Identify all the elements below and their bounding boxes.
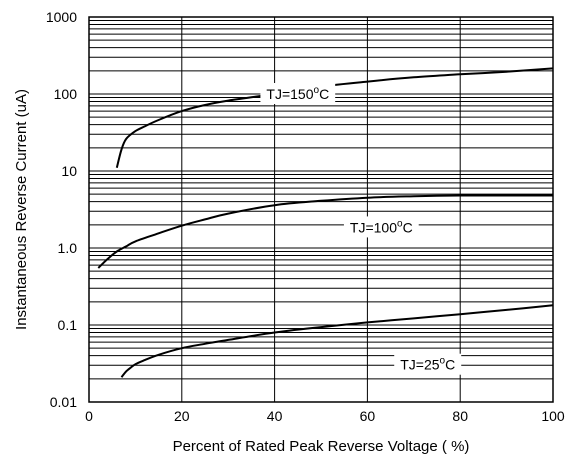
y-axis-label: Instantaneous Reverse Current (uA) — [13, 89, 30, 330]
x-tick-label: 100 — [541, 408, 565, 424]
series-labels: TJ=150oC TJ=100oC TJ=25oC — [260, 83, 462, 375]
y-tick-label: 1.0 — [58, 240, 78, 256]
series-label-background — [343, 216, 419, 238]
series-label-background — [260, 83, 336, 104]
plot-frame — [88, 16, 554, 403]
series-label: TJ=25oC — [400, 356, 455, 373]
series-line — [120, 304, 554, 378]
series-line — [97, 194, 553, 269]
x-tick-label: 60 — [360, 408, 376, 424]
y-tick-label: 1000 — [46, 9, 77, 25]
y-tick-labels: 0.01 0.1 1.0 10 100 1000 — [46, 9, 77, 410]
series-label-background — [394, 353, 462, 375]
y-tick-label: 10 — [61, 163, 77, 179]
y-tick-label: 0.01 — [50, 394, 77, 410]
x-tick-label: 20 — [174, 408, 190, 424]
y-tick-label: 0.1 — [58, 317, 78, 333]
x-tick-labels: 0 20 40 60 80 100 — [85, 408, 565, 424]
series-line — [115, 67, 554, 169]
grid-lines — [88, 17, 554, 403]
series-label: TJ=150oC — [266, 85, 329, 102]
series-curves — [97, 67, 554, 378]
x-tick-label: 80 — [452, 408, 468, 424]
x-tick-label: 0 — [85, 408, 93, 424]
x-axis-label: Percent of Rated Peak Reverse Voltage ( … — [173, 438, 470, 455]
y-tick-label: 100 — [54, 86, 78, 102]
x-tick-label: 40 — [267, 408, 283, 424]
series-label: TJ=100oC — [350, 218, 413, 235]
